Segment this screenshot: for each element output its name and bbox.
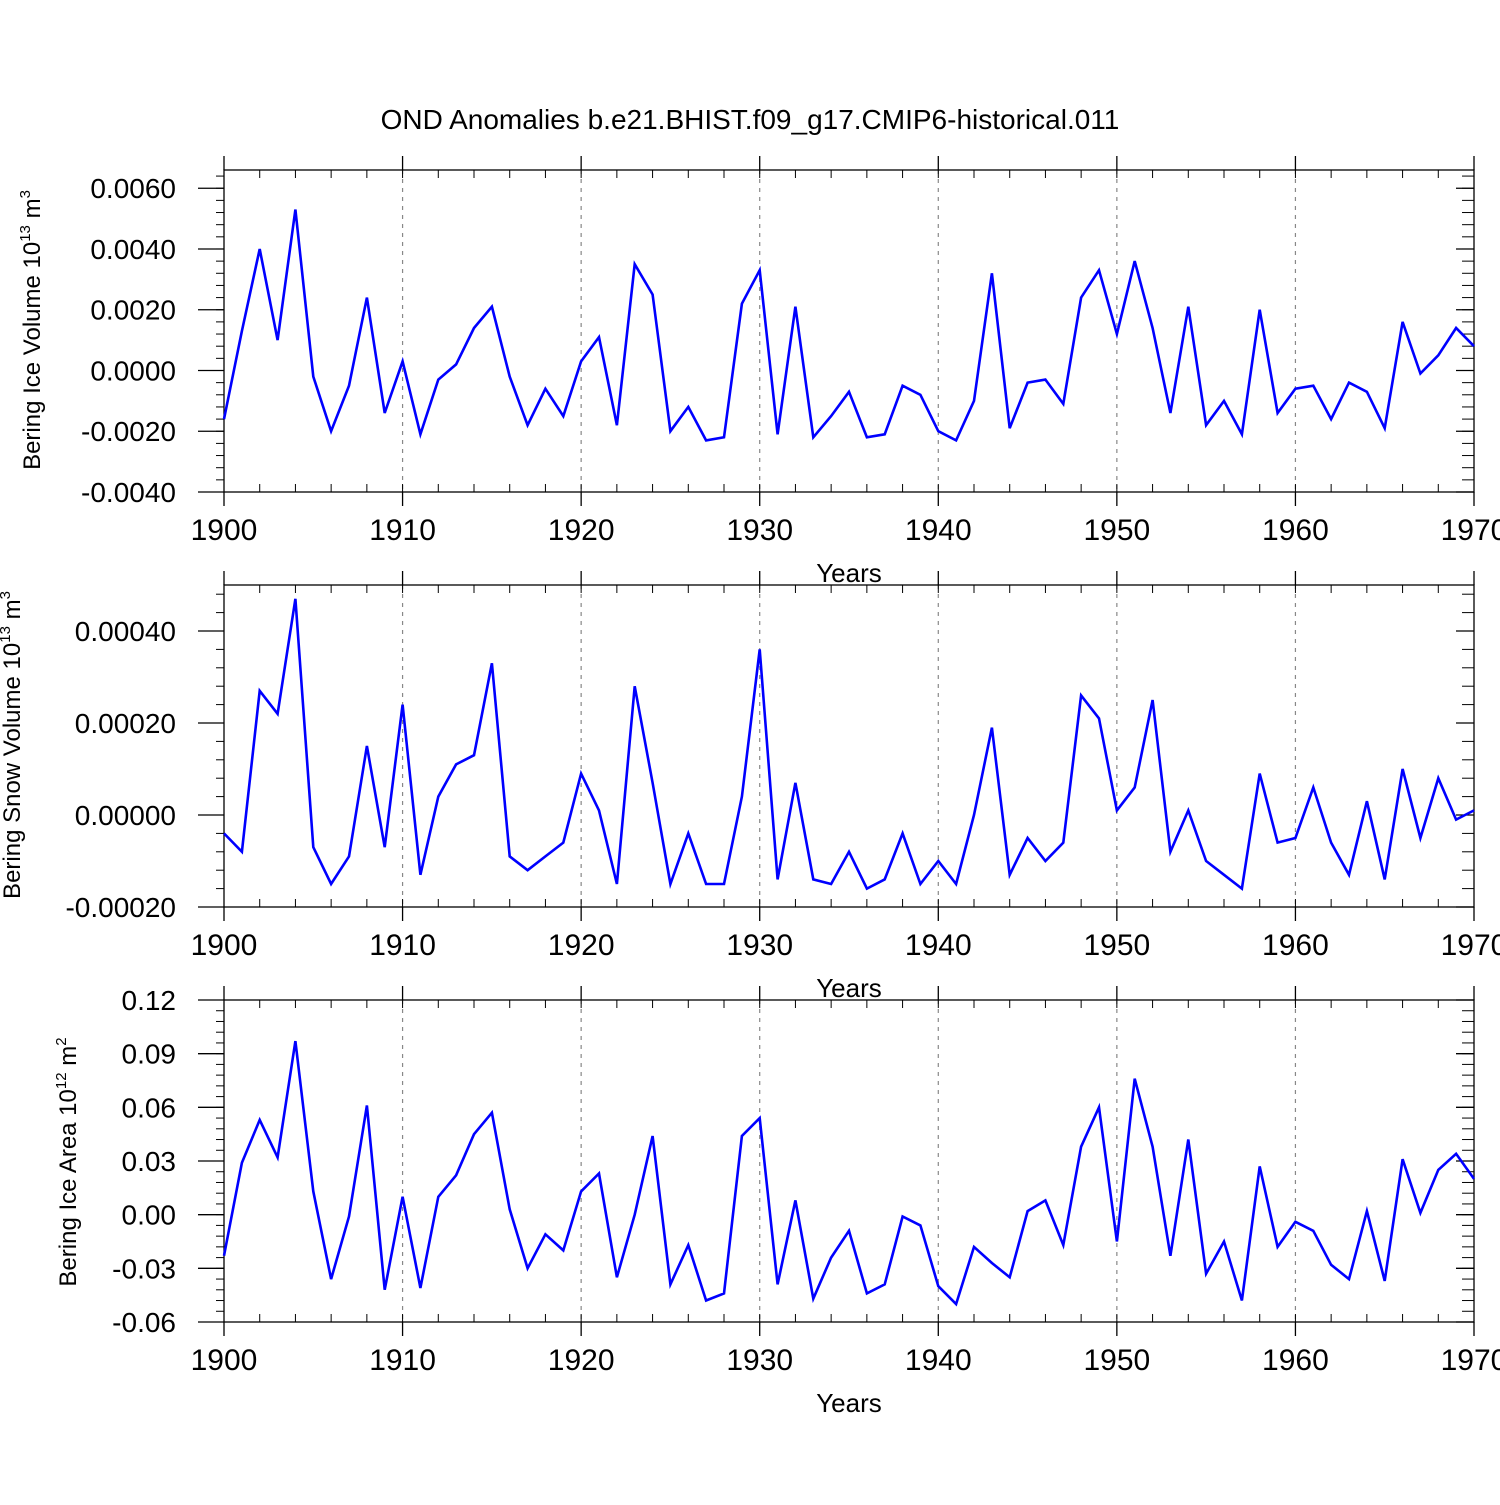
plot-frame [223, 584, 1475, 908]
y-tick-label: 0.00 [122, 1200, 177, 1231]
x-axis-label: Years [816, 1388, 882, 1418]
x-tick-label: 1920 [548, 929, 615, 962]
y-tick-label: -0.0020 [81, 416, 176, 447]
x-axis-label: Years [816, 558, 882, 588]
x-tick-label: 1930 [726, 1344, 793, 1377]
x-tick-label: 1950 [1083, 1344, 1150, 1377]
y-tick-label: 0.00040 [75, 616, 176, 647]
y-tick-label: 0.03 [122, 1146, 177, 1177]
plot-frame [223, 999, 1475, 1323]
y-tick-label: 0.12 [122, 985, 177, 1016]
x-tick-label: 1970 [1441, 514, 1500, 547]
y-tick-label: 0.09 [122, 1039, 177, 1070]
x-tick-label: 1930 [726, 514, 793, 547]
plot-frame [223, 169, 1475, 493]
y-axis-label: Bering Ice Volume 1013 m3 [17, 190, 46, 470]
y-tick-label: 0.0060 [90, 173, 176, 204]
x-tick-label: 1940 [905, 514, 972, 547]
x-axis-label: Years [816, 973, 882, 1003]
chart-panel-1: -0.0040 -0.0020 0.0000 0.0020 0.0040 0.0060 19… [17, 156, 1500, 588]
x-tick-label: 1940 [905, 929, 972, 962]
x-tick-label: 1950 [1083, 514, 1150, 547]
y-tick-label: -0.00020 [65, 892, 176, 923]
x-tick-label: 1930 [726, 929, 793, 962]
x-tick-label: 1900 [191, 1344, 258, 1377]
y-tick-label: -0.06 [112, 1307, 176, 1338]
x-tick-label: 1960 [1262, 514, 1329, 547]
x-tick-label: 1940 [905, 1344, 972, 1377]
chart-panel-3: -0.06 -0.03 0.00 0.03 0.06 0.09 0.12 1900 1910 19… [53, 985, 1500, 1418]
x-tick-label: 1900 [191, 929, 258, 962]
y-tick-label: 0.00020 [75, 708, 176, 739]
figure-title: OND Anomalies b.e21.BHIST.f09_g17.CMIP6-… [380, 104, 1120, 135]
y-tick-label: 0.00000 [75, 800, 176, 831]
x-tick-label: 1950 [1083, 929, 1150, 962]
x-tick-label: 1960 [1262, 1344, 1329, 1377]
y-tick-label: 0.0000 [90, 355, 176, 386]
x-tick-label: 1910 [369, 1344, 436, 1377]
series-line [223, 598, 1475, 891]
chart-panel-2: -0.00020 0.00000 0.00020 0.00040 1900 1910 192… [0, 571, 1500, 1003]
series-line [222, 209, 1475, 443]
x-tick-label: 1960 [1262, 929, 1329, 962]
y-tick-label: 0.0040 [90, 234, 176, 265]
y-tick-label: -0.0040 [81, 477, 176, 508]
y-tick-label: -0.03 [112, 1253, 176, 1284]
x-tick-label: 1910 [369, 929, 436, 962]
y-axis-label: Bering Snow Volume 1013 m3 [0, 591, 26, 899]
y-tick-label: 0.06 [122, 1092, 177, 1123]
y-tick-label: 0.0020 [90, 295, 176, 326]
x-tick-label: 1920 [548, 514, 615, 547]
x-tick-label: 1970 [1441, 1344, 1500, 1377]
series-line [222, 1040, 1476, 1307]
y-axis-label: Bering Ice Area 1012 m2 [53, 1037, 82, 1286]
x-tick-label: 1970 [1441, 929, 1500, 962]
x-tick-label: 1900 [191, 514, 258, 547]
x-tick-label: 1910 [369, 514, 436, 547]
x-tick-label: 1920 [548, 1344, 615, 1377]
